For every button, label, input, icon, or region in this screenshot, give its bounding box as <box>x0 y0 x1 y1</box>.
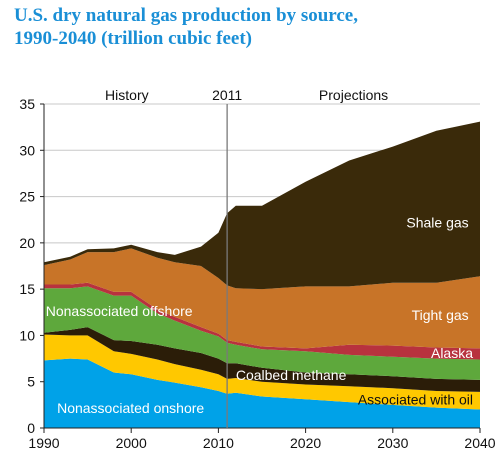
chart-title-line2: 1990-2040 (trillion cubic feet) <box>14 28 252 49</box>
chart-title: U.S. dry natural gas production by sourc… <box>14 4 358 50</box>
x-tick-label-2010: 2010 <box>203 435 234 451</box>
y-tick-label-35: 35 <box>19 96 35 112</box>
area-alaska <box>44 282 480 360</box>
x-tick-label-1990: 1990 <box>28 435 59 451</box>
label-coalbed-methane: Coalbed methane <box>236 367 347 383</box>
area-tight-gas <box>44 248 480 349</box>
annotation-projections: Projections <box>319 87 388 103</box>
label-alaska: Alaska <box>431 345 473 361</box>
x-tick-label-2020: 2020 <box>290 435 321 451</box>
y-tick-label-0: 0 <box>27 420 35 436</box>
area-shale-gas <box>44 121 480 290</box>
label-shale-gas: Shale gas <box>406 214 468 230</box>
y-tick-label-20: 20 <box>19 235 35 251</box>
y-tick-label-25: 25 <box>19 189 35 205</box>
x-tick-label-2000: 2000 <box>116 435 147 451</box>
y-tick-label-5: 5 <box>27 374 35 390</box>
label-tight-gas: Tight gas <box>412 307 469 323</box>
area-associated-with-oil <box>44 334 480 410</box>
annotation-divider-year: 2011 <box>212 87 242 103</box>
area-coalbed-methane <box>44 327 480 392</box>
axes <box>40 103 481 433</box>
x-tick-label-2040: 2040 <box>464 435 495 451</box>
series-labels: Nonassociated onshore Associated with oil… <box>46 214 473 415</box>
tick-labels: 0 5 10 15 20 25 30 35 1990 2000 2010 2020 2030 2040 <box>19 96 495 451</box>
annotation-history: History <box>105 87 149 103</box>
area-nonassociated-offshore <box>44 286 480 380</box>
y-tick-label-15: 15 <box>19 281 35 297</box>
label-associated-with-oil: Associated with oil <box>358 391 473 407</box>
y-tick-label-10: 10 <box>19 327 35 343</box>
label-nonassociated-onshore: Nonassociated onshore <box>57 400 204 416</box>
y-tick-label-30: 30 <box>19 142 35 158</box>
label-nonassociated-offshore: Nonassociated offshore <box>46 303 193 319</box>
area-series <box>44 121 480 428</box>
chart-title-line1: U.S. dry natural gas production by sourc… <box>14 5 358 26</box>
area-nonassociated-onshore <box>44 358 480 428</box>
x-tick-label-2030: 2030 <box>377 435 408 451</box>
annotations: History 2011 Projections <box>105 87 388 428</box>
